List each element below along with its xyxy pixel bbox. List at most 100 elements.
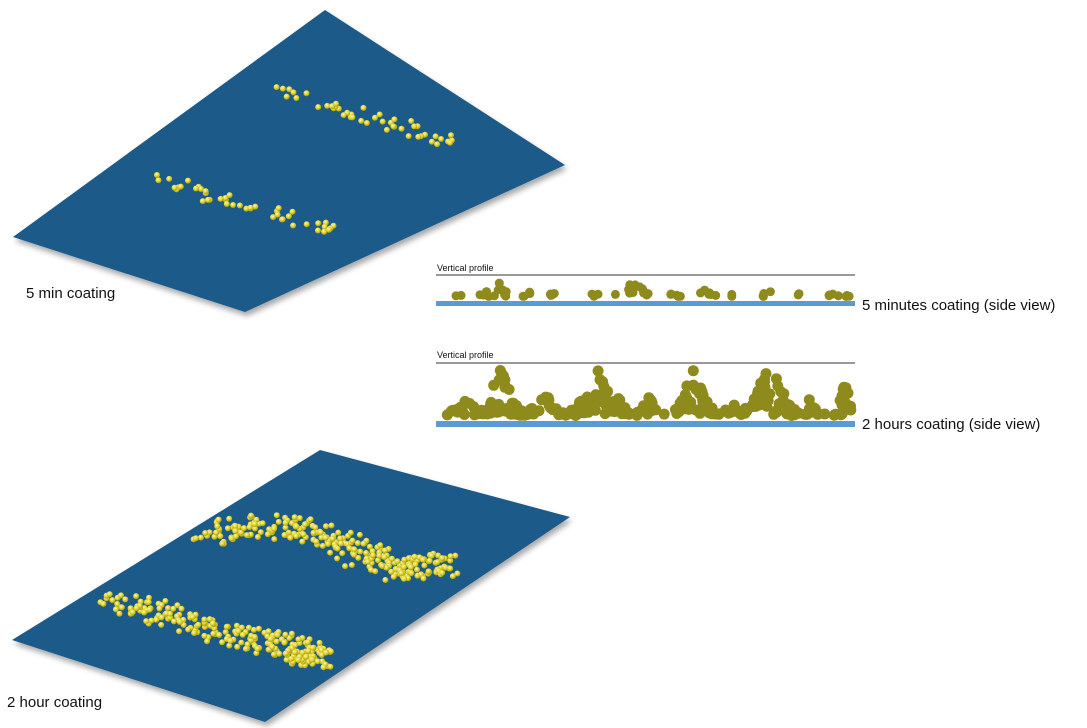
- particle: [292, 642, 299, 648]
- particle: [327, 663, 334, 670]
- side-particle: [713, 408, 725, 420]
- particle: [283, 656, 290, 663]
- side-particle: [809, 403, 821, 415]
- particle: [363, 120, 370, 126]
- particle: [337, 540, 344, 547]
- particle: [255, 625, 262, 632]
- particle: [114, 601, 121, 607]
- particle: [421, 562, 428, 569]
- plate-2hour: [12, 450, 570, 722]
- particle: [303, 221, 310, 228]
- particle: [323, 649, 329, 656]
- side-particle: [597, 376, 609, 388]
- side-particle: [476, 404, 488, 416]
- particle: [335, 529, 342, 536]
- particle: [394, 558, 401, 565]
- particle: [315, 220, 322, 227]
- particle: [454, 570, 461, 577]
- side-particle: [672, 290, 682, 300]
- particle: [219, 639, 226, 646]
- particle: [312, 524, 319, 531]
- particle: [189, 614, 196, 620]
- particle: [217, 533, 224, 540]
- particle: [251, 521, 258, 528]
- particle: [177, 183, 184, 190]
- side-particle: [592, 365, 604, 377]
- side-particle: [635, 282, 645, 292]
- side-particle: [590, 389, 602, 401]
- side-particle: [764, 388, 776, 400]
- side-particle: [739, 407, 751, 419]
- particle: [276, 650, 283, 657]
- particle: [283, 93, 290, 100]
- side-particle: [727, 291, 737, 301]
- substrate-2hour: [436, 421, 855, 427]
- particle: [282, 519, 289, 526]
- side-particle: [553, 408, 565, 420]
- particle: [401, 556, 408, 563]
- particle: [328, 522, 335, 529]
- particle: [327, 648, 334, 655]
- side-particle: [705, 288, 715, 298]
- side-particle: [493, 285, 503, 295]
- particle: [351, 546, 358, 553]
- side-particles-2hour: [441, 365, 857, 421]
- particle: [210, 630, 217, 637]
- particle: [439, 555, 446, 562]
- particle: [246, 524, 253, 531]
- particle: [166, 175, 173, 182]
- side-particle: [658, 408, 670, 420]
- particle: [226, 192, 233, 199]
- particle: [158, 621, 165, 628]
- particle: [372, 568, 379, 575]
- particle: [333, 100, 339, 107]
- particle: [287, 534, 294, 541]
- particle: [319, 542, 326, 549]
- particle: [428, 138, 435, 145]
- particle: [372, 114, 378, 121]
- particle: [348, 562, 355, 568]
- particle: [279, 85, 286, 92]
- particle: [122, 596, 129, 603]
- particle: [358, 117, 365, 124]
- particle: [339, 550, 346, 557]
- particle: [447, 553, 454, 560]
- side-particle: [452, 406, 463, 418]
- particle: [355, 554, 362, 561]
- side-particle: [838, 381, 850, 393]
- particle: [376, 111, 383, 118]
- particle: [415, 133, 422, 140]
- side-view-5min: [436, 274, 855, 306]
- particles-2hour: [97, 512, 461, 671]
- particle: [286, 86, 293, 93]
- particle: [100, 600, 107, 607]
- particle: [271, 525, 278, 532]
- particle: [223, 201, 230, 207]
- particle: [313, 538, 320, 545]
- particle: [204, 638, 211, 645]
- particle: [282, 524, 289, 531]
- side-particle: [687, 379, 699, 391]
- particle: [305, 647, 312, 654]
- side-particles-5min: [451, 278, 854, 301]
- particle: [324, 102, 331, 109]
- particles-5min: [154, 84, 455, 235]
- particle: [254, 534, 261, 540]
- particle: [412, 561, 419, 568]
- particle: [363, 550, 370, 556]
- particle: [438, 136, 445, 142]
- particle: [185, 177, 191, 184]
- particle: [273, 512, 280, 519]
- particle: [201, 632, 208, 639]
- particle: [292, 649, 298, 656]
- particle: [377, 542, 384, 549]
- particle: [300, 531, 307, 538]
- particle: [349, 537, 356, 544]
- particle: [279, 216, 286, 223]
- particle: [228, 535, 235, 542]
- particle: [318, 647, 325, 654]
- particle: [314, 658, 321, 665]
- particle: [342, 563, 349, 570]
- particle: [449, 573, 456, 580]
- side-particle: [842, 291, 852, 300]
